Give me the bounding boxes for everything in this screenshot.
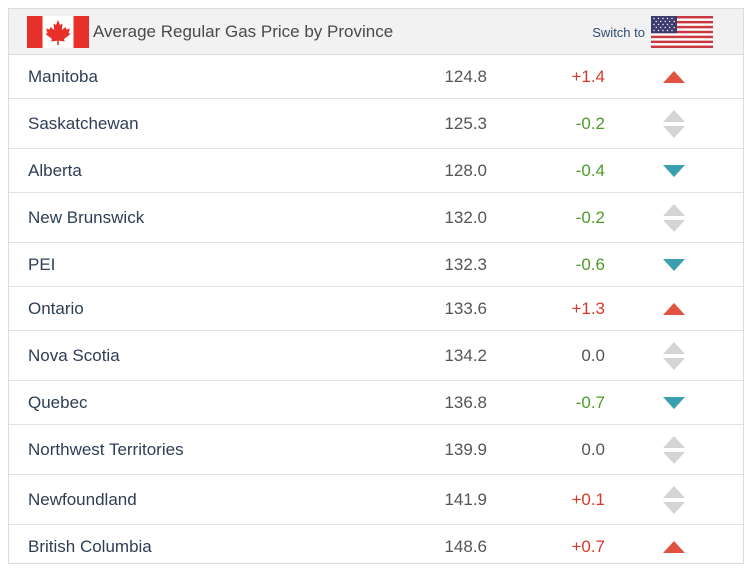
price-value: 141.9 [444, 490, 487, 509]
table-row: Nova Scotia 134.2 0.0 [9, 331, 743, 381]
table-row: Newfoundland 141.9 +0.1 [9, 475, 743, 525]
switch-label: Switch to [592, 24, 645, 40]
table-row: PEI 132.3 -0.6 [9, 243, 743, 287]
price-value: 134.2 [444, 346, 487, 365]
province-name: Alberta [28, 161, 82, 180]
price-change: -0.2 [575, 114, 605, 133]
table-row: New Brunswick 132.0 -0.2 [9, 193, 743, 243]
trend-up-icon [663, 303, 685, 315]
trend-neutral-icon [663, 110, 685, 138]
canada-flag-icon [27, 16, 89, 48]
table-row: Manitoba 124.8 +1.4 [9, 55, 743, 99]
price-value: 132.3 [444, 255, 487, 274]
trend-down-icon [663, 397, 685, 409]
table-row: British Columbia 148.6 +0.7 [9, 525, 743, 569]
province-name: Manitoba [28, 67, 98, 86]
province-name: New Brunswick [28, 208, 145, 227]
trend-down-icon [663, 165, 685, 177]
price-value: 132.0 [444, 208, 487, 227]
price-value: 139.9 [444, 440, 487, 459]
price-change: 0.0 [581, 346, 605, 365]
switch-country-button[interactable]: Switch to [592, 15, 713, 49]
province-name: Nova Scotia [28, 346, 120, 365]
province-name: Newfoundland [28, 490, 137, 509]
trend-up-icon [663, 541, 685, 553]
province-name: PEI [28, 255, 56, 274]
price-change: +0.1 [571, 490, 605, 509]
price-change: -0.2 [575, 208, 605, 227]
province-name: Saskatchewan [28, 114, 139, 133]
price-change: -0.4 [575, 161, 605, 180]
trend-neutral-icon [663, 436, 685, 464]
trend-neutral-icon [663, 204, 685, 232]
table-row: Ontario 133.6 +1.3 [9, 287, 743, 331]
table-row: Northwest Territories 139.9 0.0 [9, 425, 743, 475]
price-change: -0.7 [575, 393, 605, 412]
price-change: +0.7 [571, 537, 605, 556]
trend-up-icon [663, 71, 685, 83]
trend-down-icon [663, 259, 685, 271]
province-price-table: Manitoba 124.8 +1.4 Saskatchewan 125.3 -0.2 Al… [9, 55, 743, 569]
table-row: Saskatchewan 125.3 -0.2 [9, 99, 743, 149]
usa-flag-icon[interactable] [651, 16, 713, 48]
header-title: Average Regular Gas Price by Province [93, 22, 394, 41]
price-change: -0.6 [575, 255, 605, 274]
table-row: Quebec 136.8 -0.7 [9, 381, 743, 425]
gas-price-widget: Average Regular Gas Price by Province Sw… [8, 8, 744, 564]
trend-neutral-icon [663, 486, 685, 514]
price-value: 136.8 [444, 393, 487, 412]
price-change: 0.0 [581, 440, 605, 459]
price-value: 148.6 [444, 537, 487, 556]
price-value: 133.6 [444, 299, 487, 318]
province-name: Northwest Territories [28, 440, 184, 459]
table-row: Alberta 128.0 -0.4 [9, 149, 743, 193]
province-name: Quebec [28, 393, 88, 412]
price-value: 125.3 [444, 114, 487, 133]
price-value: 124.8 [444, 67, 487, 86]
price-change: +1.3 [571, 299, 605, 318]
price-change: +1.4 [571, 67, 605, 86]
widget-header: Average Regular Gas Price by Province Sw… [9, 9, 743, 55]
province-name: British Columbia [28, 537, 152, 556]
trend-neutral-icon [663, 342, 685, 370]
price-value: 128.0 [444, 161, 487, 180]
province-name: Ontario [28, 299, 84, 318]
